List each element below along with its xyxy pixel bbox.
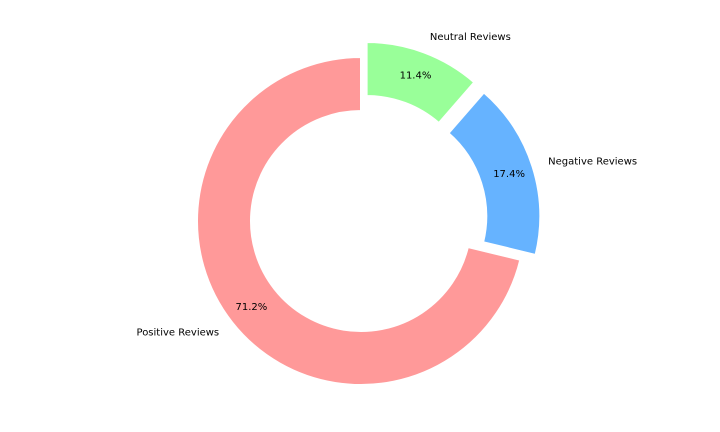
slice-value-negative-reviews: 17.4% — [493, 169, 525, 180]
slice-neutral-reviews — [365, 41, 476, 125]
slice-label-negative-reviews: Negative Reviews — [548, 156, 637, 167]
slice-label-positive-reviews: Positive Reviews — [137, 327, 220, 338]
slice-label-neutral-reviews: Neutral Reviews — [430, 32, 511, 43]
slice-value-positive-reviews: 71.2% — [236, 302, 268, 313]
slice-positive-reviews — [196, 55, 522, 386]
slice-value-neutral-reviews: 11.4% — [400, 70, 432, 81]
slice-negative-reviews — [447, 91, 542, 257]
